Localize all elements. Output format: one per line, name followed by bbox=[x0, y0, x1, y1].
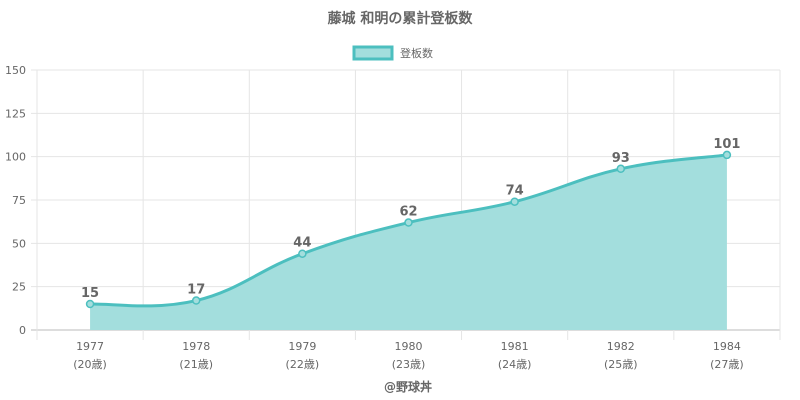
y-tick-label: 75 bbox=[12, 194, 26, 207]
data-label: 62 bbox=[399, 205, 417, 220]
data-point[interactable] bbox=[722, 150, 732, 160]
x-tick-age: (25歳) bbox=[604, 358, 638, 371]
legend-swatch bbox=[352, 45, 394, 61]
x-axis-ticks: 1977 (20歳) 1978 (21歳) 1979 (22歳) 1980 (23歳) 1981… bbox=[73, 340, 743, 371]
x-tick-year: 1979 bbox=[288, 340, 316, 353]
data-label: 74 bbox=[506, 184, 524, 199]
x-tick-age: (27歳) bbox=[710, 358, 744, 371]
x-tick-year: 1978 bbox=[182, 340, 210, 353]
y-tick-label: 125 bbox=[5, 107, 26, 120]
data-point[interactable] bbox=[85, 299, 95, 309]
x-tick-year: 1984 bbox=[713, 340, 741, 353]
y-tick-label: 0 bbox=[19, 324, 26, 337]
legend-label: 登板数 bbox=[400, 46, 433, 60]
x-tick-age: (22歳) bbox=[286, 358, 320, 371]
data-point[interactable] bbox=[298, 249, 307, 258]
data-point[interactable] bbox=[510, 197, 519, 206]
data-label: 17 bbox=[187, 283, 205, 298]
y-tick-label: 50 bbox=[12, 237, 26, 250]
x-tick-age: (20歳) bbox=[73, 358, 107, 371]
x-tick-year: 1980 bbox=[395, 340, 423, 353]
x-tick-year: 1981 bbox=[501, 340, 529, 353]
data-labels: 15 17 44 62 74 93 101 bbox=[81, 137, 740, 301]
data-point[interactable] bbox=[404, 218, 413, 227]
series-area bbox=[90, 154, 727, 330]
y-axis-ticks: 0 25 50 75 100 125 150 bbox=[5, 64, 26, 337]
x-tick-age: (23歳) bbox=[392, 358, 426, 371]
y-tick-label: 25 bbox=[12, 281, 26, 294]
data-label: 15 bbox=[81, 286, 99, 301]
data-label: 93 bbox=[612, 151, 630, 166]
data-point[interactable] bbox=[191, 296, 201, 305]
y-tick-label: 150 bbox=[5, 64, 26, 77]
x-tick-year: 1982 bbox=[607, 340, 635, 353]
chart-title: 藤城 和明の累計登板数 bbox=[328, 10, 474, 27]
data-label: 101 bbox=[713, 137, 740, 152]
credit-text: @野球丼 bbox=[384, 379, 432, 394]
data-label: 44 bbox=[293, 236, 311, 251]
y-tick-label: 100 bbox=[5, 151, 26, 164]
series-layer bbox=[85, 150, 732, 330]
legend[interactable]: 登板数 bbox=[352, 45, 433, 61]
x-tick-year: 1977 bbox=[76, 340, 104, 353]
data-point[interactable] bbox=[616, 164, 626, 174]
x-tick-age: (24歳) bbox=[498, 358, 532, 371]
x-tick-age: (21歳) bbox=[179, 358, 213, 371]
